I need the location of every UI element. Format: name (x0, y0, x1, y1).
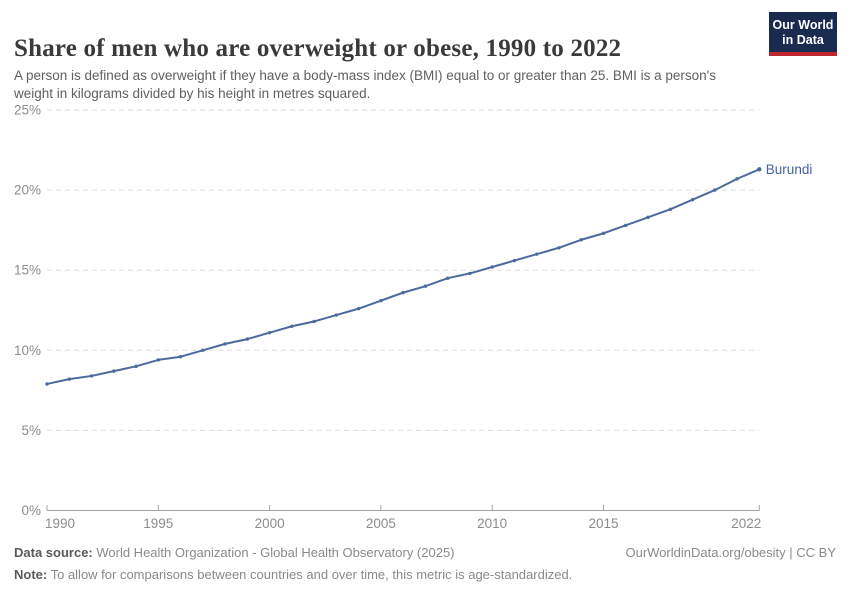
series-end-dot (757, 167, 762, 172)
data-point-marker (557, 246, 561, 250)
data-point-marker (690, 198, 695, 202)
x-axis-tick-label: 2022 (731, 516, 761, 531)
data-point-marker (356, 306, 361, 311)
y-axis-tick-label: 25% (14, 103, 41, 118)
data-point-marker (245, 337, 250, 341)
data-point-marker (713, 188, 717, 192)
x-axis-tick-label: 2000 (255, 516, 285, 531)
data-point-marker (601, 231, 606, 236)
x-axis-tick-label: 1995 (143, 516, 173, 531)
x-axis-tick-label: 2005 (366, 516, 396, 531)
y-axis-tick-label: 0% (21, 503, 41, 518)
data-point-marker (201, 348, 205, 352)
data-point-marker (45, 382, 49, 386)
note-text: Note: To allow for comparisons between c… (14, 564, 572, 586)
y-axis-tick-label: 15% (14, 263, 41, 278)
data-point-marker (512, 258, 517, 263)
y-axis-tick-label: 20% (14, 183, 41, 198)
chart-subtitle: A person is defined as overweight if the… (14, 67, 716, 102)
data-point-marker (312, 319, 316, 324)
data-source-label: Data source: (14, 545, 93, 560)
data-point-marker (401, 290, 405, 295)
data-point-marker (668, 207, 672, 212)
data-point-marker (67, 377, 71, 381)
note-label: Note: (14, 567, 48, 582)
owid-logo[interactable]: Our World in Data (769, 12, 837, 56)
y-axis-tick-label: 5% (21, 423, 41, 438)
data-source-value: World Health Organization - Global Healt… (92, 545, 455, 560)
data-point-marker (89, 374, 94, 378)
chart-footer: Data source: World Health Organization -… (14, 542, 836, 586)
x-axis-tick-label: 2015 (588, 516, 618, 531)
data-point-marker (468, 271, 472, 276)
owid-logo-line2: in Data (782, 32, 824, 47)
page-title: Share of men who are overweight or obese… (14, 34, 622, 62)
data-point-marker (156, 358, 160, 362)
x-axis-tick-label: 1990 (45, 516, 75, 531)
data-point-marker (579, 238, 583, 242)
owid-url-link[interactable]: OurWorldinData.org/obesity | CC BY (625, 545, 837, 560)
data-point-marker (379, 298, 383, 303)
series-end-label: Burundi (766, 162, 813, 177)
data-point-marker (178, 355, 183, 359)
data-point-marker (290, 324, 294, 328)
data-point-marker (735, 177, 739, 181)
data-point-marker (423, 284, 428, 288)
owid-logo-line1: Our World (772, 18, 834, 32)
data-point-marker (445, 276, 450, 280)
data-point-marker (223, 342, 227, 346)
x-axis-tick-label: 2010 (477, 516, 507, 531)
data-point-marker (624, 223, 628, 228)
data-point-marker (535, 252, 539, 256)
data-point-marker (112, 369, 116, 373)
data-point-marker (334, 313, 339, 317)
y-axis-tick-label: 10% (14, 343, 41, 358)
note-value: To allow for comparisons between countri… (47, 567, 573, 582)
data-source-text: Data source: World Health Organization -… (14, 542, 455, 564)
data-point-marker (646, 215, 650, 220)
data-point-marker (134, 364, 138, 369)
data-point-marker (267, 330, 272, 335)
series-line-burundi (46, 168, 761, 385)
data-point-marker (490, 265, 494, 269)
